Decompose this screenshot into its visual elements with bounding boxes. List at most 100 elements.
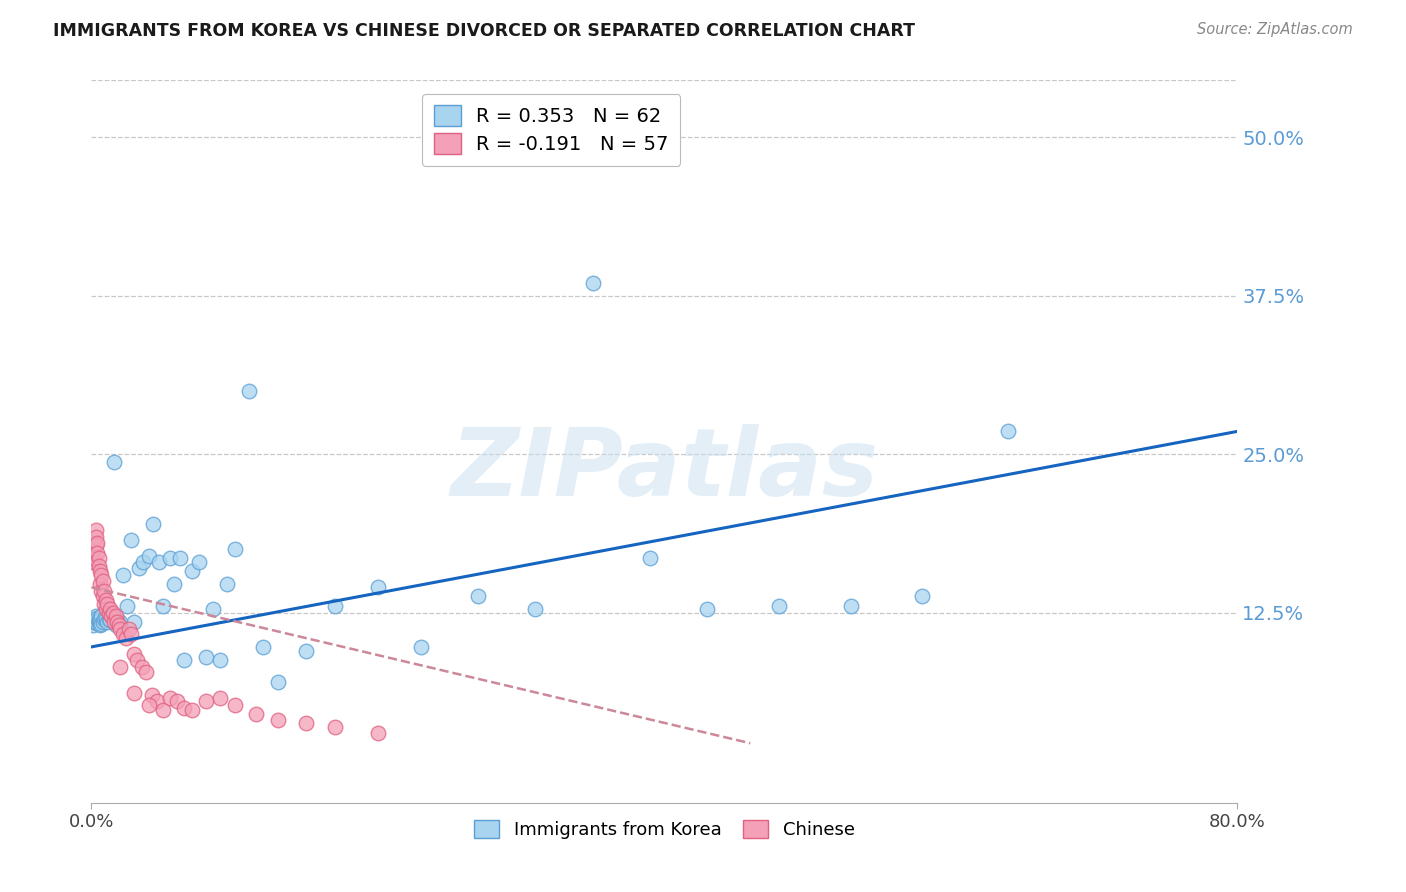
Point [323,720,346,734]
Point [82,546,104,560]
Point [173,700,195,714]
Point [997,425,1019,439]
Point [115,599,138,614]
Point [180,564,202,578]
Point [209,690,232,705]
Point [117,622,139,636]
Point [91,589,114,603]
Point [768,599,790,614]
Point [209,652,232,666]
Text: IMMIGRANTS FROM KOREA VS CHINESE DIVORCED OR SEPARATED CORRELATION CHART: IMMIGRANTS FROM KOREA VS CHINESE DIVORCE… [53,22,915,40]
Point [103,455,125,469]
Point [87,612,110,626]
Point [217,576,239,591]
Point [89,564,111,578]
Point [187,555,209,569]
Point [91,574,114,588]
Point [148,555,170,569]
Point [138,698,160,713]
Point [90,609,112,624]
Point [96,597,118,611]
Point [100,609,122,624]
Point [124,685,146,699]
Point [107,618,129,632]
Point [89,613,111,627]
Point [128,561,150,575]
Point [266,714,288,728]
Point [105,612,128,626]
Text: ZIPatlas: ZIPatlas [450,425,879,516]
Point [98,602,121,616]
Point [97,606,120,620]
Point [87,615,110,629]
Point [86,611,108,625]
Point [105,615,128,629]
Point [124,615,146,629]
Point [94,613,117,627]
Point [101,609,124,624]
Point [194,650,217,665]
Point [90,617,112,632]
Point [111,627,134,641]
Point [467,589,489,603]
Point [83,542,105,557]
Point [124,648,146,662]
Point [83,615,105,629]
Point [94,602,117,616]
Point [111,567,134,582]
Point [82,555,104,569]
Point [138,549,160,563]
Point [98,613,121,627]
Point [84,609,107,624]
Point [295,643,318,657]
Point [238,384,260,398]
Point [84,523,107,537]
Point [84,613,107,627]
Point [89,576,111,591]
Point [367,580,389,594]
Point [224,698,246,713]
Point [146,694,169,708]
Point [104,618,127,632]
Point [152,703,174,717]
Point [101,606,124,620]
Legend: Immigrants from Korea, Chinese: Immigrants from Korea, Chinese [465,811,863,848]
Point [87,551,110,566]
Point [93,597,115,611]
Point [135,665,157,680]
Point [114,631,136,645]
Point [152,599,174,614]
Point [367,726,389,740]
Point [84,539,107,553]
Point [245,707,267,722]
Point [89,618,111,632]
Point [82,618,104,632]
Point [90,584,112,599]
Point [86,546,108,560]
Point [409,640,432,654]
Point [83,612,105,626]
Point [169,551,191,566]
Point [121,533,143,548]
Point [166,694,188,708]
Point [142,516,165,531]
Point [323,599,346,614]
Point [121,627,143,641]
Point [108,622,131,636]
Point [104,609,127,624]
Point [90,567,112,582]
Point [93,612,115,626]
Point [94,611,117,625]
Point [93,584,115,599]
Point [91,615,114,629]
Point [86,536,108,550]
Point [295,715,318,730]
Point [224,542,246,557]
Point [252,640,274,654]
Point [696,602,718,616]
Point [266,675,288,690]
Point [83,551,105,566]
Point [194,694,217,708]
Point [159,551,181,566]
Text: Source: ZipAtlas.com: Source: ZipAtlas.com [1197,22,1353,37]
